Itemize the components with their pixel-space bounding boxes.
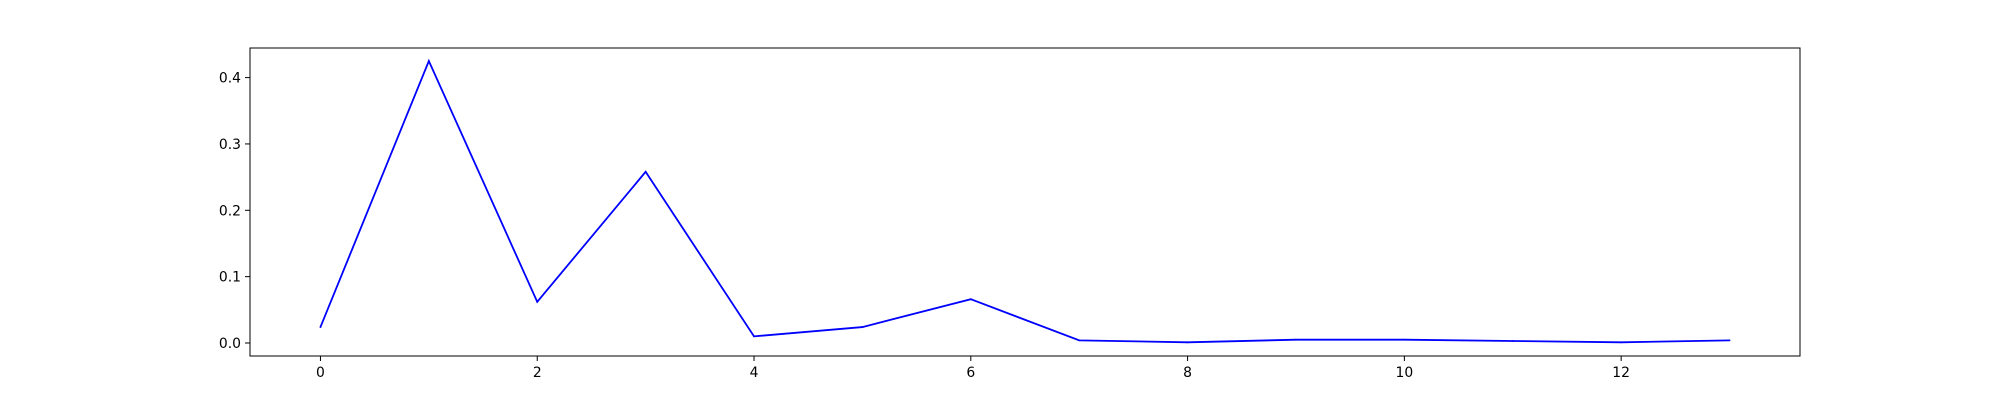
x-tick-label: 10 bbox=[1396, 365, 1414, 381]
plot-frame bbox=[249, 47, 1801, 357]
data-point bbox=[1403, 338, 1406, 341]
data-point bbox=[861, 326, 864, 328]
data-point bbox=[319, 326, 322, 328]
series-line bbox=[319, 58, 1730, 344]
y-tick-label: 0.2 bbox=[219, 203, 241, 219]
x-tick-label: 8 bbox=[1183, 365, 1192, 381]
data-point bbox=[753, 335, 755, 338]
y-tick-label: 0.1 bbox=[219, 270, 241, 286]
data-point bbox=[1078, 339, 1081, 342]
plot-background bbox=[250, 48, 1800, 356]
data-point bbox=[969, 298, 972, 301]
y-tick-label: 0.3 bbox=[219, 137, 241, 153]
data-point bbox=[1295, 338, 1297, 341]
data-point bbox=[427, 60, 430, 62]
x-tick-label: 12 bbox=[1612, 365, 1630, 381]
x-tick-label: 0 bbox=[316, 365, 325, 381]
data-point bbox=[1511, 340, 1514, 342]
data-point bbox=[1620, 341, 1623, 344]
data-point bbox=[536, 300, 539, 303]
y-tick-label: 0.0 bbox=[219, 336, 241, 352]
y-tick-label: 0.4 bbox=[219, 71, 241, 87]
x-tick-label: 2 bbox=[533, 365, 542, 381]
y-axis-ticks: 0.0 0.1 0.2 0.3 0.4 bbox=[219, 71, 250, 352]
x-tick-label: 6 bbox=[966, 365, 975, 381]
data-point bbox=[1728, 339, 1731, 342]
series-layer bbox=[319, 58, 1731, 344]
x-tick-label: 4 bbox=[750, 365, 759, 381]
data-point bbox=[1186, 341, 1189, 344]
data-point bbox=[644, 170, 647, 173]
x-axis-ticks: 0 2 4 6 8 10 12 bbox=[316, 356, 1630, 381]
